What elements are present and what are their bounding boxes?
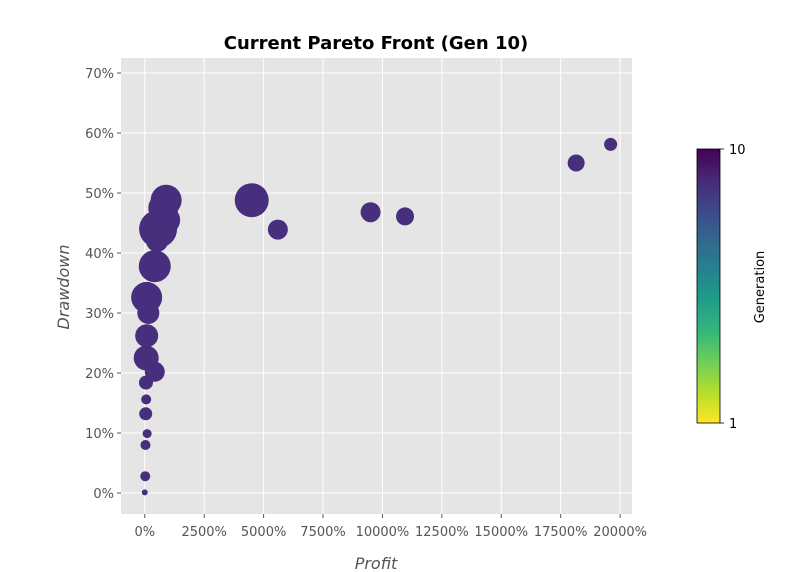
data-point [267,219,288,240]
data-point [141,489,148,496]
plot-area [121,58,632,514]
x-axis-ticks: 0% 2500% 5000% 7500% 10000% 12500% 15000% 17500… [134,514,647,540]
x-tick-label: 20000% [593,525,647,540]
data-point [135,324,159,348]
grid-lines [121,58,632,514]
x-tick-label: 10000% [356,525,410,540]
colorbar-title: Generation [753,251,768,324]
data-point [131,281,163,313]
y-tick-label: 60% [85,127,114,142]
x-tick-label: 0% [134,525,155,540]
colorbar-max-label: 10 [729,143,746,158]
y-axis-ticks: 0% 10% 20% 30% 40% 50% 60% 70% [85,67,121,502]
x-tick-label: 17500% [534,525,588,540]
data-point [567,154,585,172]
x-axis-label: Profit [355,554,398,572]
data-point [133,345,159,371]
y-tick-label: 40% [85,247,114,262]
y-tick-label: 70% [85,67,114,82]
chart-title: Current Pareto Front (Gen 10) [224,33,529,54]
data-point [138,250,171,283]
y-tick-label: 30% [85,307,114,322]
data-point [360,202,381,223]
data-point [140,440,151,450]
x-tick-label: 5000% [241,525,286,540]
data-point [139,407,153,421]
x-tick-label: 12500% [415,525,469,540]
y-tick-label: 50% [85,187,114,202]
y-tick-label: 10% [85,427,114,442]
data-point [142,429,152,439]
colorbar-min-label: 1 [729,417,737,432]
x-tick-label: 15000% [474,525,528,540]
x-tick-label: 7500% [300,525,345,540]
data-point [141,394,152,405]
data-points [131,137,618,496]
y-axis-label: Drawdown [54,245,73,330]
data-point [604,137,618,151]
data-point [150,184,182,216]
data-point [140,471,151,482]
colorbar [696,148,721,424]
data-point [234,183,269,218]
y-tick-label: 0% [93,487,114,502]
x-tick-label: 2500% [181,525,226,540]
y-tick-label: 20% [85,367,114,382]
data-point [396,207,415,226]
